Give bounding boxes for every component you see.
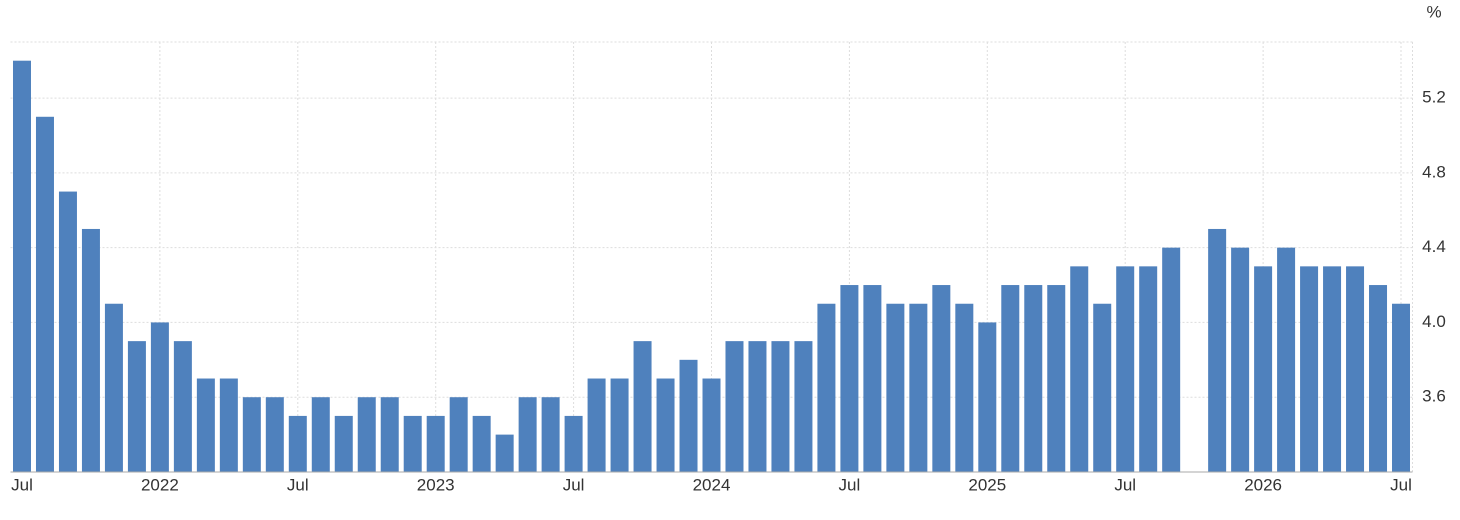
x-tick-label: Jul (839, 475, 861, 494)
bar (1254, 266, 1273, 472)
bar (564, 415, 583, 472)
bar (886, 303, 905, 472)
bar (1070, 266, 1089, 472)
bar (150, 322, 169, 472)
x-tick-label: Jul (563, 475, 585, 494)
bar (863, 285, 882, 472)
x-tick-label: Jul (1114, 475, 1136, 494)
bar (12, 60, 31, 473)
bar (242, 397, 261, 472)
x-tick-label: Jul (287, 475, 309, 494)
bar (357, 397, 376, 472)
bar (426, 415, 445, 472)
bar (541, 397, 560, 472)
bar (771, 341, 790, 472)
bar (1001, 285, 1020, 472)
y-tick-label: 4.4 (1422, 237, 1446, 256)
y-unit: % (1426, 2, 1441, 21)
x-tick-label: 2022 (141, 475, 179, 494)
y-tick-label: 5.2 (1422, 88, 1446, 107)
bar (265, 397, 284, 472)
bar (1093, 303, 1112, 472)
bar (81, 228, 100, 472)
bar (334, 415, 353, 472)
bar (610, 378, 629, 472)
bar (978, 322, 997, 472)
bar (35, 116, 54, 473)
bar (1208, 228, 1227, 472)
bar (311, 397, 330, 472)
bar (1300, 266, 1319, 472)
bar (1277, 247, 1296, 472)
bar (587, 378, 606, 472)
x-tick-label: 2023 (417, 475, 455, 494)
bar (403, 415, 422, 472)
bar (679, 359, 698, 472)
bar (1139, 266, 1158, 472)
bar (173, 341, 192, 472)
bar (633, 341, 652, 472)
bar (817, 303, 836, 472)
bar (955, 303, 974, 472)
bar (725, 341, 744, 472)
y-tick-label: 4.0 (1422, 312, 1446, 331)
bar (1162, 247, 1181, 472)
bar (1116, 266, 1135, 472)
bar (840, 285, 859, 472)
bar (1346, 266, 1365, 472)
bar (288, 415, 307, 472)
bar (1392, 303, 1411, 472)
bar (196, 378, 215, 472)
bar (748, 341, 767, 472)
bar (472, 415, 491, 472)
y-tick-label: 4.8 (1422, 162, 1446, 181)
bar (449, 397, 468, 472)
x-tick-label: 2025 (968, 475, 1006, 494)
bar (58, 191, 77, 472)
bar (104, 303, 123, 472)
bar (127, 341, 146, 472)
x-tick-label: Jul (11, 475, 33, 494)
bar (932, 285, 951, 472)
bar (495, 434, 514, 472)
bar (1231, 247, 1250, 472)
bar (219, 378, 238, 472)
bar (380, 397, 399, 472)
bar (1047, 285, 1066, 472)
bar (702, 378, 721, 472)
x-tick-label: 2026 (1244, 475, 1282, 494)
x-tick-label: 2024 (693, 475, 731, 494)
x-tick-label: Jul (1390, 475, 1412, 494)
bar (1369, 285, 1388, 472)
bar (794, 341, 813, 472)
bar (656, 378, 675, 472)
bar (1024, 285, 1043, 472)
bar (1323, 266, 1342, 472)
bar (518, 397, 537, 472)
y-tick-label: 3.6 (1422, 387, 1446, 406)
bar (909, 303, 928, 472)
